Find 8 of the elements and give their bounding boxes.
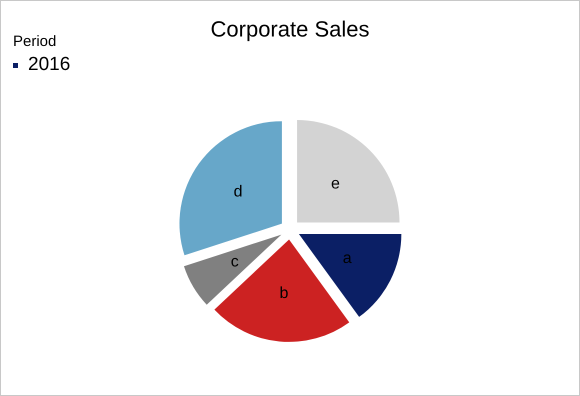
legend-label: 2016 (28, 54, 70, 76)
slice-label: e (330, 176, 340, 193)
slice-label: c (230, 254, 239, 271)
slice-label: b (280, 284, 289, 302)
slice-label: a (342, 250, 352, 268)
slice-label: d (234, 183, 242, 200)
chart-title: Corporate Sales (210, 16, 370, 42)
legend-title: Period (13, 33, 58, 50)
